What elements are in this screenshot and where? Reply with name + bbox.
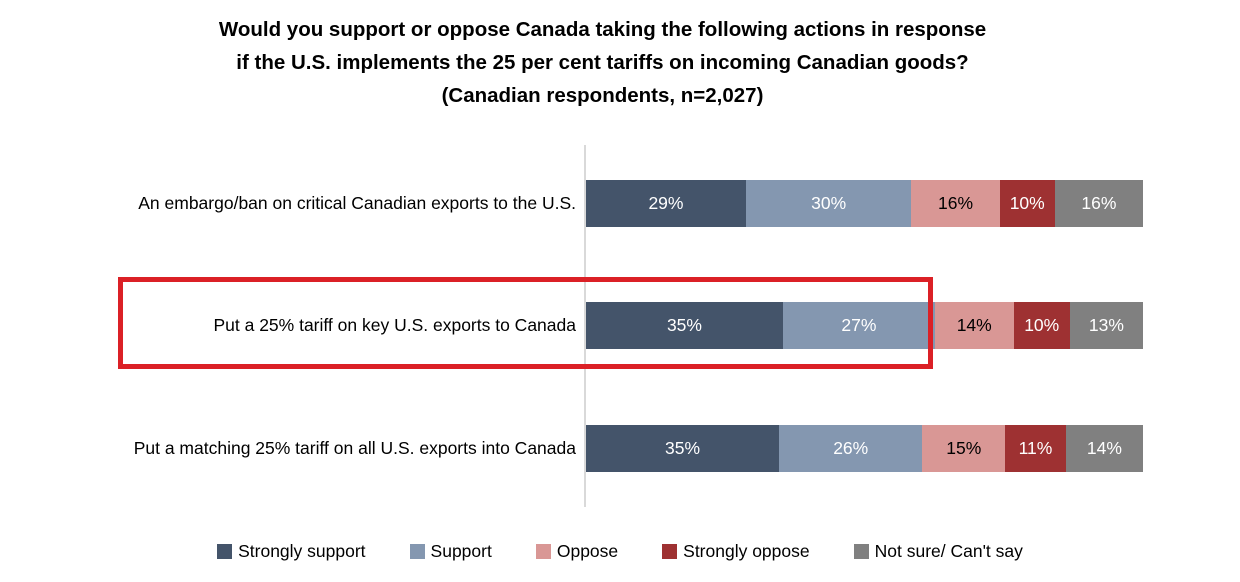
segment-value-label: 30%	[811, 193, 847, 213]
bar-segment-not-sure-can-t-say: 14%	[1065, 425, 1143, 472]
bar-segment-not-sure-can-t-say: 13%	[1069, 302, 1143, 349]
legend-swatch-strongly-support	[217, 544, 233, 559]
segment-value-label: 35%	[664, 438, 701, 458]
legend-label: Support	[430, 541, 492, 561]
segment-value-label: 29%	[648, 193, 684, 213]
bar-segment-strongly-oppose: 10%	[1013, 302, 1070, 349]
legend-label: Not sure/ Can't say	[874, 541, 1023, 561]
bar-segment-oppose: 14%	[934, 302, 1014, 349]
segment-value-label: 14%	[956, 315, 992, 335]
segment-value-label: 13%	[1088, 315, 1124, 335]
category-label-put-a-matching-25-tariff-on-al: Put a matching 25% tariff on all U.S. ex…	[133, 438, 576, 458]
title-line-2: if the U.S. implements the 25 per cent t…	[236, 51, 969, 74]
segment-value-label: 16%	[937, 193, 974, 213]
legend-swatch-support	[409, 544, 425, 559]
segment-value-label: 26%	[833, 438, 869, 458]
bar-segment-strongly-oppose: 10%	[999, 180, 1055, 227]
bar-segment-oppose: 15%	[922, 425, 1006, 472]
segment-value-label: 14%	[1086, 438, 1122, 458]
legend-item-strongly-oppose: Strongly oppose	[662, 541, 810, 562]
y-axis-line	[584, 145, 586, 507]
legend-item-strongly-support: Strongly support	[217, 541, 366, 562]
bar-segment-strongly-support: 35%	[586, 302, 783, 349]
chart-title: Would you support or oppose Canada takin…	[0, 13, 1205, 112]
legend-label: Oppose	[556, 541, 619, 561]
bar-segment-support: 27%	[782, 302, 935, 349]
title-line-3: (Canadian respondents, n=2,027)	[441, 84, 764, 107]
category-label-put-a-25-tariff-on-key-u-s-exp: Put a 25% tariff on key U.S. exports to …	[213, 315, 576, 335]
bar-segment-oppose: 16%	[911, 180, 1000, 227]
bar-segment-strongly-support: 29%	[586, 180, 746, 227]
segment-value-label: 16%	[1081, 193, 1117, 213]
legend: Strongly support Support Oppose Strongly op…	[0, 541, 1240, 562]
legend-item-oppose: Oppose	[535, 541, 619, 562]
segment-value-label: 27%	[841, 315, 877, 335]
title-line-1: Would you support or oppose Canada takin…	[218, 18, 987, 41]
legend-swatch-strongly-oppose	[662, 544, 678, 559]
bar-segment-support: 30%	[745, 180, 912, 227]
bar-segment-not-sure-can-t-say: 16%	[1054, 180, 1144, 227]
bar-segment-strongly-oppose: 11%	[1005, 425, 1066, 472]
legend-item-support: Support	[409, 541, 492, 562]
segment-value-label: 35%	[666, 315, 702, 335]
legend-item-not-sure-can-t-say: Not sure/ Can't say	[853, 541, 1023, 562]
segment-value-label: 11%	[1018, 438, 1053, 458]
segment-value-label: 15%	[946, 438, 982, 458]
bar-segment-support: 26%	[779, 425, 923, 472]
segment-value-label: 10%	[1024, 315, 1060, 335]
stacked-bar-row-3: 35% 26% 15% 11% 14%	[586, 425, 1143, 472]
legend-swatch-not-sure-can-t-say	[853, 544, 869, 559]
stacked-bar-row-1: 29% 30% 16% 10% 16%	[586, 180, 1144, 227]
bar-segment-strongly-support: 35%	[586, 425, 780, 472]
segment-value-label: 10%	[1009, 193, 1045, 213]
legend-label: Strongly oppose	[683, 541, 810, 561]
legend-swatch-oppose	[535, 544, 551, 559]
category-label-an-embargo-ban-on-critical-can: An embargo/ban on critical Canadian expo…	[138, 193, 576, 213]
legend-label: Strongly support	[238, 541, 366, 561]
stacked-bar-row-2: 35% 27% 14% 10% 13%	[586, 302, 1143, 349]
